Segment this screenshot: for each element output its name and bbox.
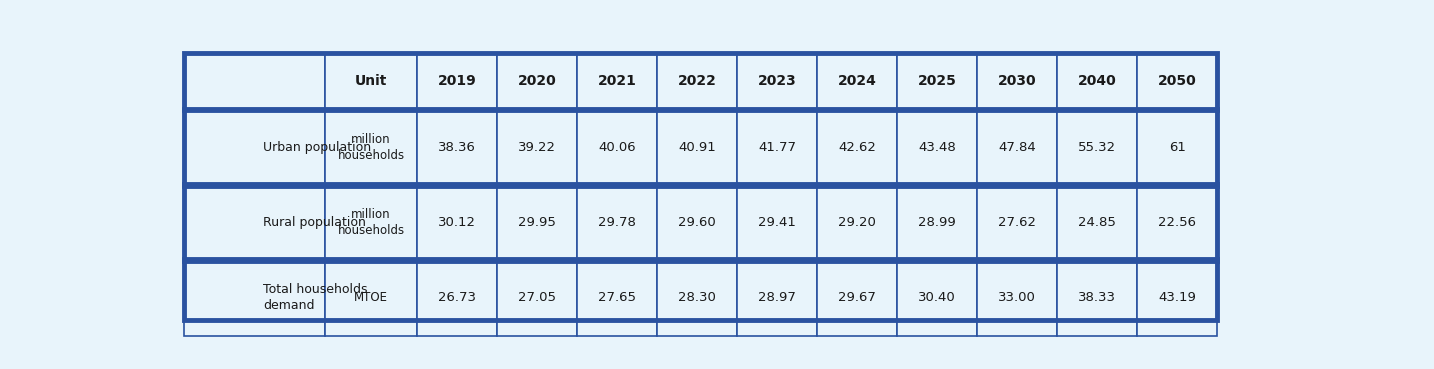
FancyBboxPatch shape	[326, 260, 417, 335]
FancyBboxPatch shape	[657, 53, 737, 110]
Text: 42.62: 42.62	[839, 141, 876, 154]
Text: Unit: Unit	[354, 74, 387, 88]
Text: 47.84: 47.84	[998, 141, 1037, 154]
FancyBboxPatch shape	[1057, 53, 1137, 110]
Text: 27.62: 27.62	[998, 216, 1037, 229]
FancyBboxPatch shape	[1057, 260, 1137, 335]
Text: 22.56: 22.56	[1159, 216, 1196, 229]
Text: 2023: 2023	[757, 74, 796, 88]
FancyBboxPatch shape	[737, 260, 817, 335]
Text: 29.41: 29.41	[759, 216, 796, 229]
Text: 38.33: 38.33	[1078, 292, 1116, 304]
FancyBboxPatch shape	[657, 260, 737, 335]
FancyBboxPatch shape	[498, 53, 576, 110]
FancyBboxPatch shape	[817, 53, 898, 110]
Text: 2021: 2021	[598, 74, 637, 88]
FancyBboxPatch shape	[977, 260, 1057, 335]
FancyBboxPatch shape	[657, 185, 737, 260]
FancyBboxPatch shape	[498, 110, 576, 185]
FancyBboxPatch shape	[326, 185, 417, 260]
FancyBboxPatch shape	[1137, 110, 1217, 185]
Text: 41.77: 41.77	[759, 141, 796, 154]
Text: 28.30: 28.30	[678, 292, 716, 304]
FancyBboxPatch shape	[737, 53, 817, 110]
Text: 55.32: 55.32	[1078, 141, 1116, 154]
Text: 43.19: 43.19	[1159, 292, 1196, 304]
Text: 33.00: 33.00	[998, 292, 1037, 304]
Text: 2024: 2024	[837, 74, 876, 88]
FancyBboxPatch shape	[817, 110, 898, 185]
FancyBboxPatch shape	[417, 185, 498, 260]
Text: 30.40: 30.40	[918, 292, 956, 304]
FancyBboxPatch shape	[417, 260, 498, 335]
Text: 29.78: 29.78	[598, 216, 637, 229]
Text: MTOE: MTOE	[354, 292, 389, 304]
FancyBboxPatch shape	[576, 185, 657, 260]
Text: 24.85: 24.85	[1078, 216, 1116, 229]
FancyBboxPatch shape	[1057, 185, 1137, 260]
Text: million
households: million households	[337, 208, 404, 237]
FancyBboxPatch shape	[817, 260, 898, 335]
Text: 2025: 2025	[918, 74, 956, 88]
Text: 61: 61	[1169, 141, 1186, 154]
Text: 27.05: 27.05	[518, 292, 556, 304]
Text: 29.67: 29.67	[839, 292, 876, 304]
Text: 30.12: 30.12	[439, 216, 476, 229]
Text: 2040: 2040	[1078, 74, 1117, 88]
FancyBboxPatch shape	[417, 53, 498, 110]
FancyBboxPatch shape	[977, 185, 1057, 260]
Text: 40.91: 40.91	[678, 141, 716, 154]
Text: 43.48: 43.48	[918, 141, 956, 154]
FancyBboxPatch shape	[898, 110, 977, 185]
FancyBboxPatch shape	[498, 185, 576, 260]
FancyBboxPatch shape	[898, 260, 977, 335]
FancyBboxPatch shape	[1137, 185, 1217, 260]
FancyBboxPatch shape	[977, 53, 1057, 110]
Text: Total households
demand: Total households demand	[264, 283, 367, 313]
FancyBboxPatch shape	[184, 110, 326, 185]
Text: 29.60: 29.60	[678, 216, 716, 229]
FancyBboxPatch shape	[184, 260, 326, 335]
FancyBboxPatch shape	[737, 110, 817, 185]
FancyBboxPatch shape	[326, 53, 417, 110]
FancyBboxPatch shape	[498, 260, 576, 335]
FancyBboxPatch shape	[737, 185, 817, 260]
FancyBboxPatch shape	[657, 110, 737, 185]
FancyBboxPatch shape	[898, 53, 977, 110]
Text: 29.20: 29.20	[839, 216, 876, 229]
Text: 27.65: 27.65	[598, 292, 637, 304]
Text: 26.73: 26.73	[439, 292, 476, 304]
Text: 28.99: 28.99	[918, 216, 956, 229]
Text: Rural population: Rural population	[264, 216, 366, 229]
FancyBboxPatch shape	[817, 185, 898, 260]
Text: Urban population: Urban population	[264, 141, 371, 154]
FancyBboxPatch shape	[1137, 53, 1217, 110]
Text: 2022: 2022	[678, 74, 717, 88]
FancyBboxPatch shape	[184, 185, 326, 260]
FancyBboxPatch shape	[576, 260, 657, 335]
FancyBboxPatch shape	[977, 110, 1057, 185]
Text: 29.95: 29.95	[518, 216, 556, 229]
Text: 28.97: 28.97	[759, 292, 796, 304]
FancyBboxPatch shape	[576, 53, 657, 110]
Text: 2019: 2019	[437, 74, 476, 88]
FancyBboxPatch shape	[1137, 260, 1217, 335]
Text: 40.06: 40.06	[598, 141, 635, 154]
FancyBboxPatch shape	[576, 110, 657, 185]
FancyBboxPatch shape	[898, 185, 977, 260]
Text: 39.22: 39.22	[518, 141, 556, 154]
FancyBboxPatch shape	[326, 110, 417, 185]
Text: million
households: million households	[337, 133, 404, 162]
Text: 2030: 2030	[998, 74, 1037, 88]
FancyBboxPatch shape	[184, 53, 326, 110]
Text: 2020: 2020	[518, 74, 556, 88]
FancyBboxPatch shape	[1057, 110, 1137, 185]
FancyBboxPatch shape	[417, 110, 498, 185]
Text: 38.36: 38.36	[439, 141, 476, 154]
Text: 2050: 2050	[1157, 74, 1196, 88]
